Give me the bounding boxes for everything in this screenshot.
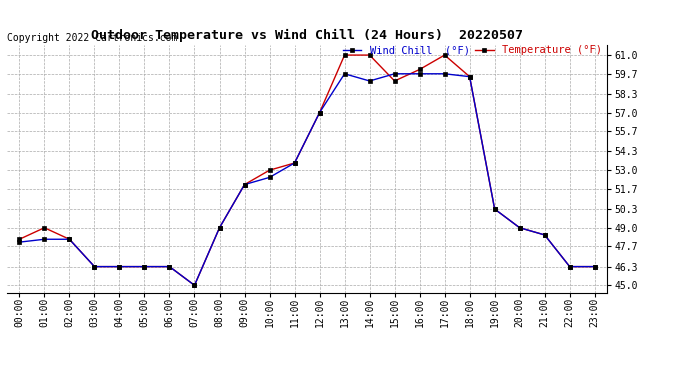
Temperature (°F) <box>466 74 474 79</box>
Temperature (°F) <box>66 237 74 242</box>
Wind Chill  (°F) <box>115 264 124 269</box>
Wind Chill  (°F) <box>290 161 299 165</box>
Temperature (°F) <box>591 264 599 269</box>
Wind Chill  (°F) <box>540 233 549 237</box>
Wind Chill  (°F) <box>340 72 348 76</box>
Temperature (°F) <box>491 207 499 211</box>
Title: Outdoor Temperature vs Wind Chill (24 Hours)  20220507: Outdoor Temperature vs Wind Chill (24 Ho… <box>91 29 523 42</box>
Wind Chill  (°F) <box>415 72 424 76</box>
Wind Chill  (°F) <box>515 225 524 230</box>
Temperature (°F) <box>366 53 374 57</box>
Temperature (°F) <box>90 264 99 269</box>
Wind Chill  (°F) <box>566 264 574 269</box>
Wind Chill  (°F) <box>440 72 449 76</box>
Temperature (°F) <box>115 264 124 269</box>
Wind Chill  (°F) <box>140 264 148 269</box>
Line: Temperature (°F): Temperature (°F) <box>18 53 596 287</box>
Temperature (°F) <box>266 168 274 172</box>
Wind Chill  (°F) <box>591 264 599 269</box>
Text: Copyright 2022 Cartronics.com: Copyright 2022 Cartronics.com <box>7 33 177 42</box>
Temperature (°F) <box>290 161 299 165</box>
Temperature (°F) <box>240 182 248 187</box>
Wind Chill  (°F) <box>315 110 324 115</box>
Wind Chill  (°F) <box>466 74 474 79</box>
Temperature (°F) <box>515 225 524 230</box>
Temperature (°F) <box>190 283 199 288</box>
Temperature (°F) <box>340 53 348 57</box>
Wind Chill  (°F) <box>190 283 199 288</box>
Wind Chill  (°F) <box>391 72 399 76</box>
Wind Chill  (°F) <box>491 207 499 211</box>
Temperature (°F) <box>566 264 574 269</box>
Wind Chill  (°F) <box>266 175 274 180</box>
Wind Chill  (°F) <box>240 182 248 187</box>
Temperature (°F) <box>391 79 399 83</box>
Wind Chill  (°F) <box>215 225 224 230</box>
Temperature (°F) <box>440 53 449 57</box>
Wind Chill  (°F) <box>66 237 74 242</box>
Legend: Wind Chill  (°F), Temperature (°F): Wind Chill (°F), Temperature (°F) <box>343 45 602 55</box>
Temperature (°F) <box>215 225 224 230</box>
Wind Chill  (°F) <box>166 264 174 269</box>
Temperature (°F) <box>140 264 148 269</box>
Wind Chill  (°F) <box>366 79 374 83</box>
Temperature (°F) <box>166 264 174 269</box>
Line: Wind Chill  (°F): Wind Chill (°F) <box>18 72 596 287</box>
Temperature (°F) <box>415 67 424 72</box>
Wind Chill  (°F) <box>40 237 48 242</box>
Wind Chill  (°F) <box>90 264 99 269</box>
Temperature (°F) <box>15 237 23 242</box>
Temperature (°F) <box>40 225 48 230</box>
Wind Chill  (°F) <box>15 240 23 244</box>
Temperature (°F) <box>540 233 549 237</box>
Temperature (°F) <box>315 110 324 115</box>
